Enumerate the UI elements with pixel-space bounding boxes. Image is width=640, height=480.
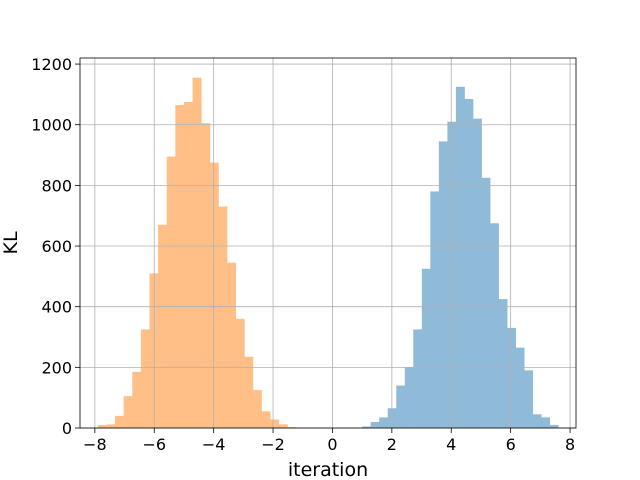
bar-series2 [481,177,491,428]
bar-series1 [218,206,228,428]
y-axis-ticks: 0 200 400 600 800 1000 1200 [31,55,80,438]
x-tick-label: 2 [387,435,397,454]
bar-series1 [252,390,262,428]
bar-series1 [244,356,254,428]
x-axis-label: iteration [288,459,368,480]
bar-series2 [464,98,474,428]
bar-series1 [261,411,271,428]
x-tick-label: −2 [261,435,285,454]
bar-series1 [140,329,150,428]
x-tick-label: −4 [202,435,226,454]
y-tick-label: 800 [41,176,72,195]
bar-series2 [549,424,559,428]
bar-series1 [106,424,116,428]
bar-series1 [158,224,168,428]
bar-series2 [524,370,534,428]
bar-series2 [532,414,542,428]
bar-series2 [404,367,414,428]
bar-series2 [498,299,508,428]
bar-series2 [455,86,465,428]
plot-frame [79,57,577,429]
y-tick-label: 1000 [31,116,72,135]
bar-series2 [362,426,372,428]
bar-series2 [370,421,380,428]
bar-series1 [287,427,297,428]
x-tick-label: 8 [565,435,575,454]
bar-series1 [235,318,245,428]
bar-series2 [421,268,431,428]
y-tick-label: 0 [62,419,72,438]
y-axis-label: KL [0,231,22,254]
bar-series1 [97,424,107,428]
y-tick-label: 600 [41,237,72,256]
bar-series2 [430,191,440,428]
x-tick-label: 6 [506,435,516,454]
bar-series2 [438,141,448,428]
bar-series2 [515,347,525,428]
bar-series1 [123,396,133,428]
bar-series1 [175,105,185,428]
x-tick-label: −8 [83,435,107,454]
bar-series1 [209,162,219,428]
x-tick-label: −6 [142,435,166,454]
bar-series1 [183,101,193,428]
bar-series2 [507,327,516,428]
histogram-bars [97,77,559,429]
bar-series1 [278,424,288,428]
y-tick-label: 1200 [31,55,72,74]
bar-series2 [413,329,423,428]
bar-series1 [227,262,237,428]
x-tick-label: 4 [446,435,456,454]
bar-series2 [396,385,406,428]
bar-series1 [115,415,125,428]
bar-series2 [490,223,499,428]
bar-series1 [166,156,176,428]
y-tick-label: 400 [41,298,72,317]
x-axis-ticks: −8 −6 −4 −2 0 2 4 6 8 [83,428,575,454]
bar-series1 [270,419,280,428]
bar-series2 [379,417,389,428]
bar-series1 [132,371,142,428]
bar-series1 [192,77,202,429]
y-tick-label: 200 [41,358,72,377]
bar-series1 [201,123,211,428]
bar-series2 [447,121,457,428]
bar-series2 [472,118,482,428]
bar-series2 [541,417,551,428]
x-tick-label: 0 [327,435,337,454]
